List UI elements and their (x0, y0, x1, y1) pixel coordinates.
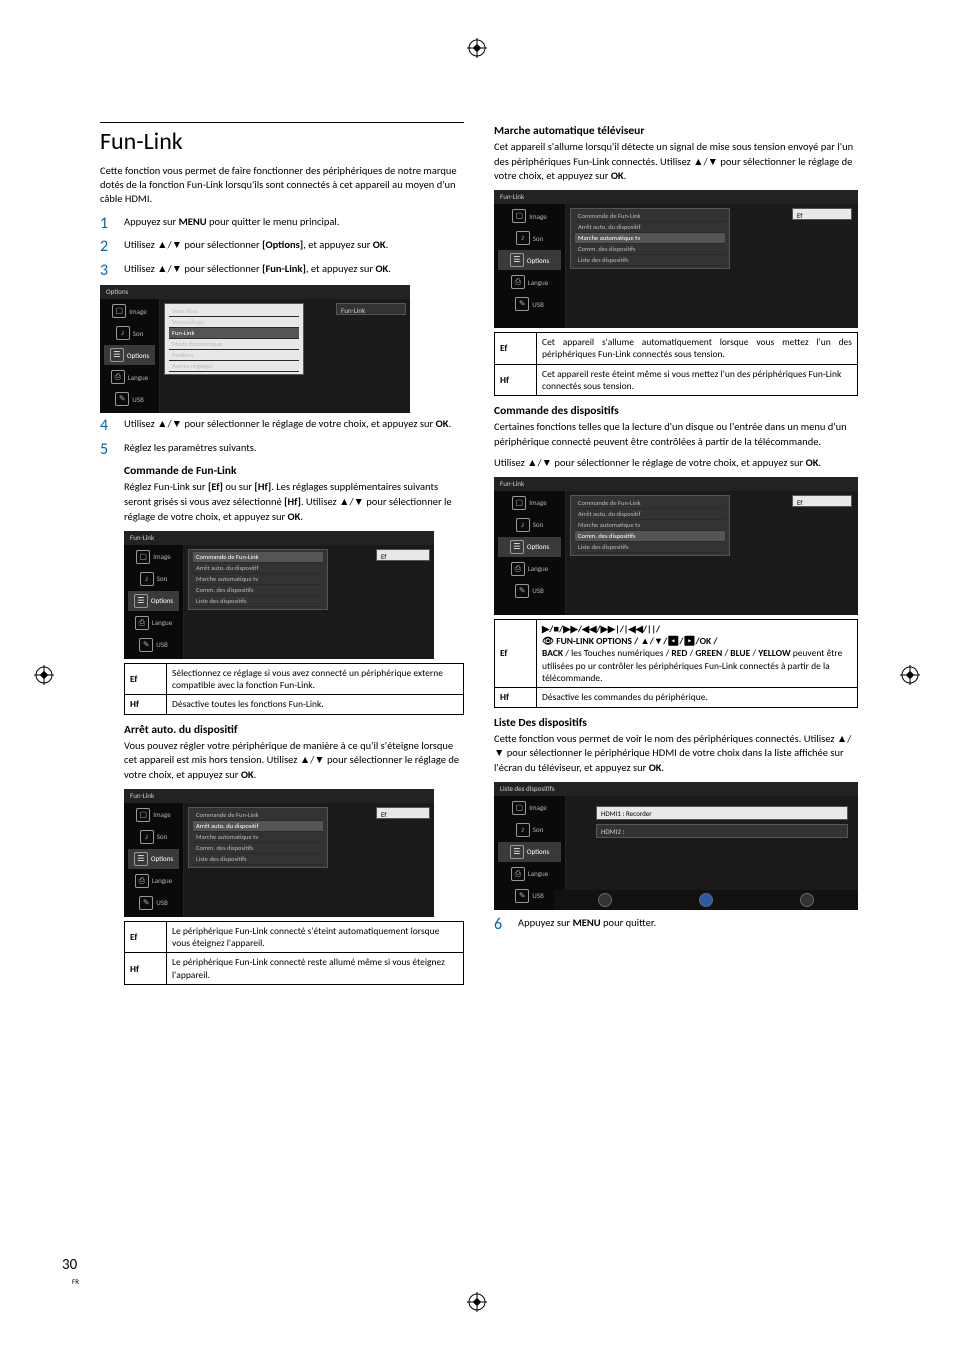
liste-head: Liste Des dispositifs (494, 716, 858, 730)
remote-nav-icon (598, 893, 612, 907)
intro-text: Cette fonction vous permet de faire fonc… (100, 164, 464, 207)
commande-head: Commande des dispositifs (494, 404, 858, 418)
page-number: 30 (62, 1256, 77, 1274)
liste-body: Cette fonction vous permet de voir le no… (494, 732, 858, 776)
marche-head: Marche automatique téléviseur (494, 124, 858, 138)
step-6: 6 Appuyez sur MENU pour quitter. (494, 916, 858, 934)
cfl-table: EfSélectionnez ce réglage si vous avez c… (124, 663, 464, 715)
step-2: 2 Utilisez ▲/▼ pour sélectionner [Option… (100, 238, 464, 256)
remote-back-icon (800, 893, 814, 907)
page-title: Fun-Link (100, 127, 464, 156)
cfl-body: Réglez Fun-Link sur [Ef] ou sur [Hf]. Le… (124, 480, 464, 524)
arret-table: EfLe périphérique Fun-Link connecté s'ét… (124, 921, 464, 985)
crop-mark-bottom (467, 1292, 487, 1312)
arret-body: Vous pouvez régler votre périphérique de… (124, 739, 464, 783)
crop-mark-right (900, 665, 920, 685)
screenshot-liste: Liste des dispositifs ▢Image ♪Son ☰Optio… (494, 782, 858, 910)
tv-bottombar (554, 890, 858, 910)
step-5: 5 Réglez les paramètres suivants. (100, 441, 464, 459)
commande-table: Ef ▶/■/▶▶/◀◀/▶▶|/|◀◀/||/ 👁 FUN-LINK OPTI… (494, 619, 858, 708)
remote-ok-icon (699, 893, 713, 907)
cfl-head: Commande de Fun-Link (124, 464, 464, 478)
crop-mark-top (467, 38, 487, 58)
marche-body: Cet appareil s'allume lorsqu'il détecte … (494, 140, 858, 184)
arret-head: Arrêt auto. du dispositif (124, 723, 464, 737)
screenshot-marche: Fun-Link ▢Image ♪Son ☰Options ⎙Langue ✎U… (494, 190, 858, 328)
screenshot-options: Options ▢Image ♪Son ☰Options ⎙Langue ✎US… (100, 285, 410, 413)
step-1: 1 Appuyez sur MENU pour quitter le menu … (100, 215, 464, 233)
screenshot-cfl: Fun-Link ▢Image ♪Son ☰Options ⎙Langue ✎U… (124, 531, 434, 659)
commande-body-b: Utilisez ▲/▼ pour sélectionner le réglag… (494, 456, 858, 471)
tv-sidebar: ▢Image ♪Son ☰Options ⎙Langue ✎USB (100, 299, 160, 413)
step-4: 4 Utilisez ▲/▼ pour sélectionner le régl… (100, 417, 464, 435)
page-lang: FR (72, 1277, 79, 1286)
screenshot-arret: Fun-Link ▢Image ♪Son ☰Options ⎙Langue ✎U… (124, 789, 434, 917)
crop-mark-left (34, 665, 54, 685)
commande-ef-cell: ▶/■/▶▶/◀◀/▶▶|/|◀◀/||/ 👁 FUN-LINK OPTIONS… (537, 619, 858, 688)
step-3: 3 Utilisez ▲/▼ pour sélectionner [Fun-Li… (100, 262, 464, 280)
screenshot-commande: Fun-Link ▢Image ♪Son ☰Options ⎙Langue ✎U… (494, 477, 858, 615)
marche-table: EfCet appareil s'allume automatiquement … (494, 332, 858, 396)
commande-body-a: Certaines fonctions telles que la lectur… (494, 420, 858, 449)
step-num: 1 (100, 215, 114, 233)
